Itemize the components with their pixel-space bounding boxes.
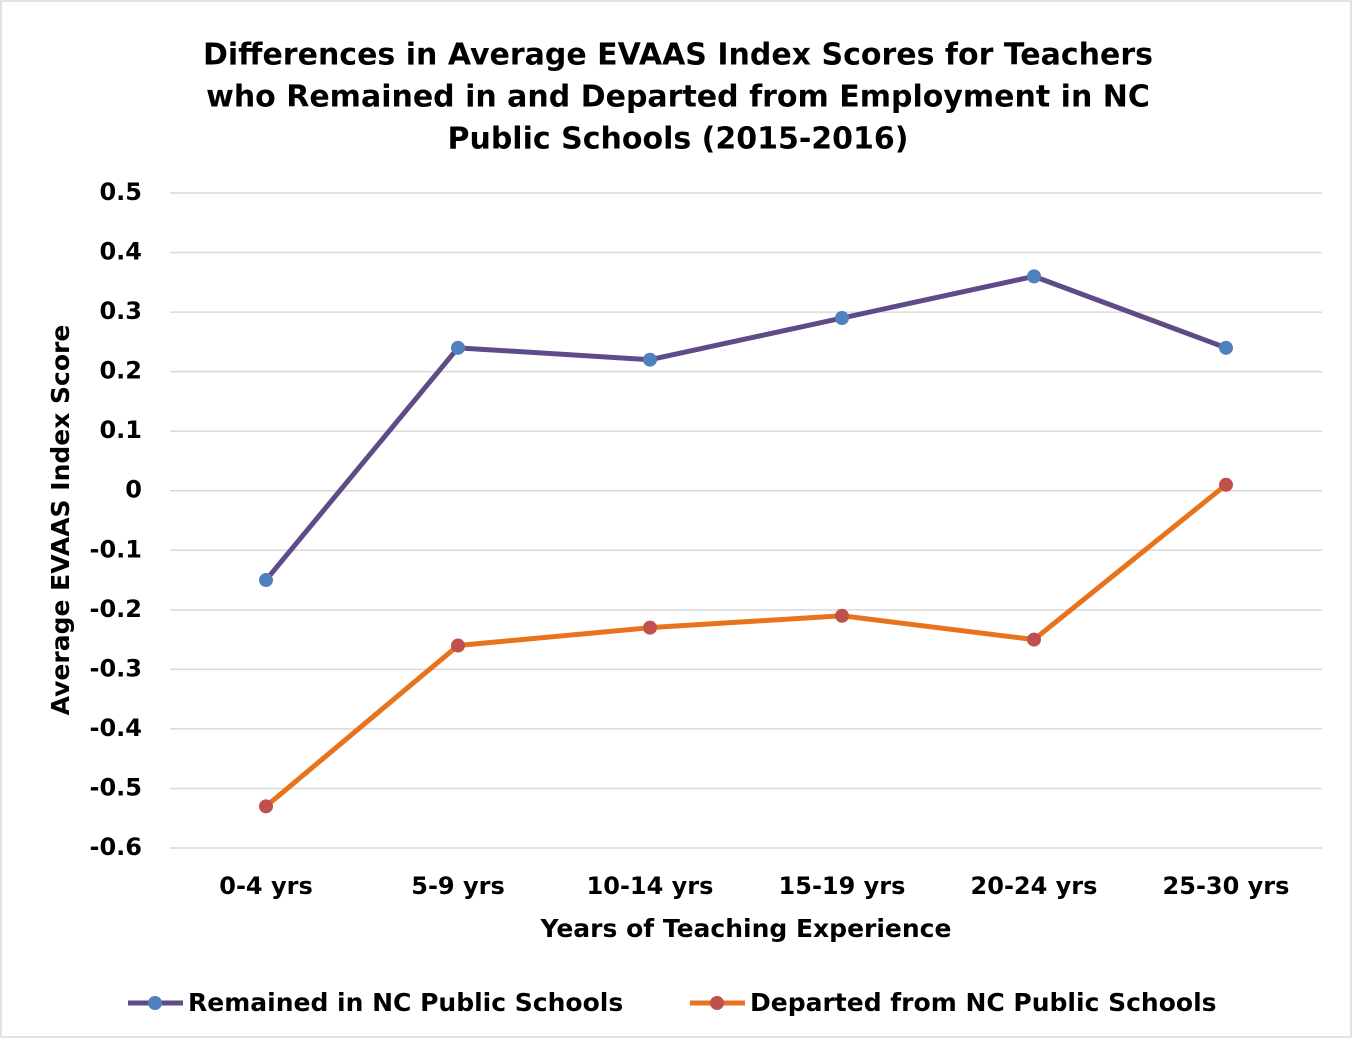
data-point [835, 311, 849, 326]
chart-title: who Remained in and Departed from Employ… [206, 80, 1150, 115]
x-tick-label: 0-4 yrs [219, 872, 312, 900]
data-point [643, 352, 657, 367]
x-tick-label: 20-24 yrs [971, 872, 1098, 900]
data-point [835, 608, 849, 623]
y-axis-label: Average EVAAS Index Score [46, 325, 75, 716]
legend-marker [710, 996, 724, 1010]
y-tick-label: 0.1 [99, 416, 142, 444]
data-point [1219, 340, 1233, 355]
data-point [1219, 477, 1233, 492]
legend-label: Remained in NC Public Schools [188, 988, 623, 1017]
data-point [1027, 632, 1041, 647]
data-point [1027, 269, 1041, 284]
series-line [264, 273, 1227, 582]
data-point [643, 620, 657, 635]
x-tick-label: 25-30 yrs [1163, 872, 1290, 900]
y-tick-label: 0.3 [99, 297, 142, 325]
data-point [259, 573, 273, 588]
x-tick-label: 10-14 yrs [587, 872, 714, 900]
y-tick-label: -0.2 [90, 595, 142, 623]
data-point [451, 340, 465, 355]
y-tick-label: -0.1 [90, 535, 142, 563]
y-tick-label: 0.5 [99, 178, 142, 206]
chart-title: Public Schools (2015-2016) [447, 122, 908, 157]
legend-marker [148, 996, 162, 1010]
y-tick-label: -0.4 [90, 714, 142, 742]
series-line [264, 482, 1228, 809]
y-tick-label: -0.3 [90, 654, 142, 682]
data-point [451, 638, 465, 653]
y-tick-label: -0.6 [90, 833, 142, 861]
y-tick-label: -0.5 [90, 773, 142, 801]
data-point [259, 799, 273, 814]
chart-title: Differences in Average EVAAS Index Score… [203, 38, 1153, 73]
x-tick-label: 5-9 yrs [411, 872, 504, 900]
x-tick-label: 15-19 yrs [779, 872, 906, 900]
x-axis-label: Years of Teaching Experience [540, 914, 952, 943]
y-tick-label: 0.4 [99, 238, 142, 266]
legend-label: Departed from NC Public Schools [750, 988, 1217, 1017]
y-tick-label: 0 [125, 476, 142, 504]
y-tick-label: 0.2 [99, 357, 142, 385]
